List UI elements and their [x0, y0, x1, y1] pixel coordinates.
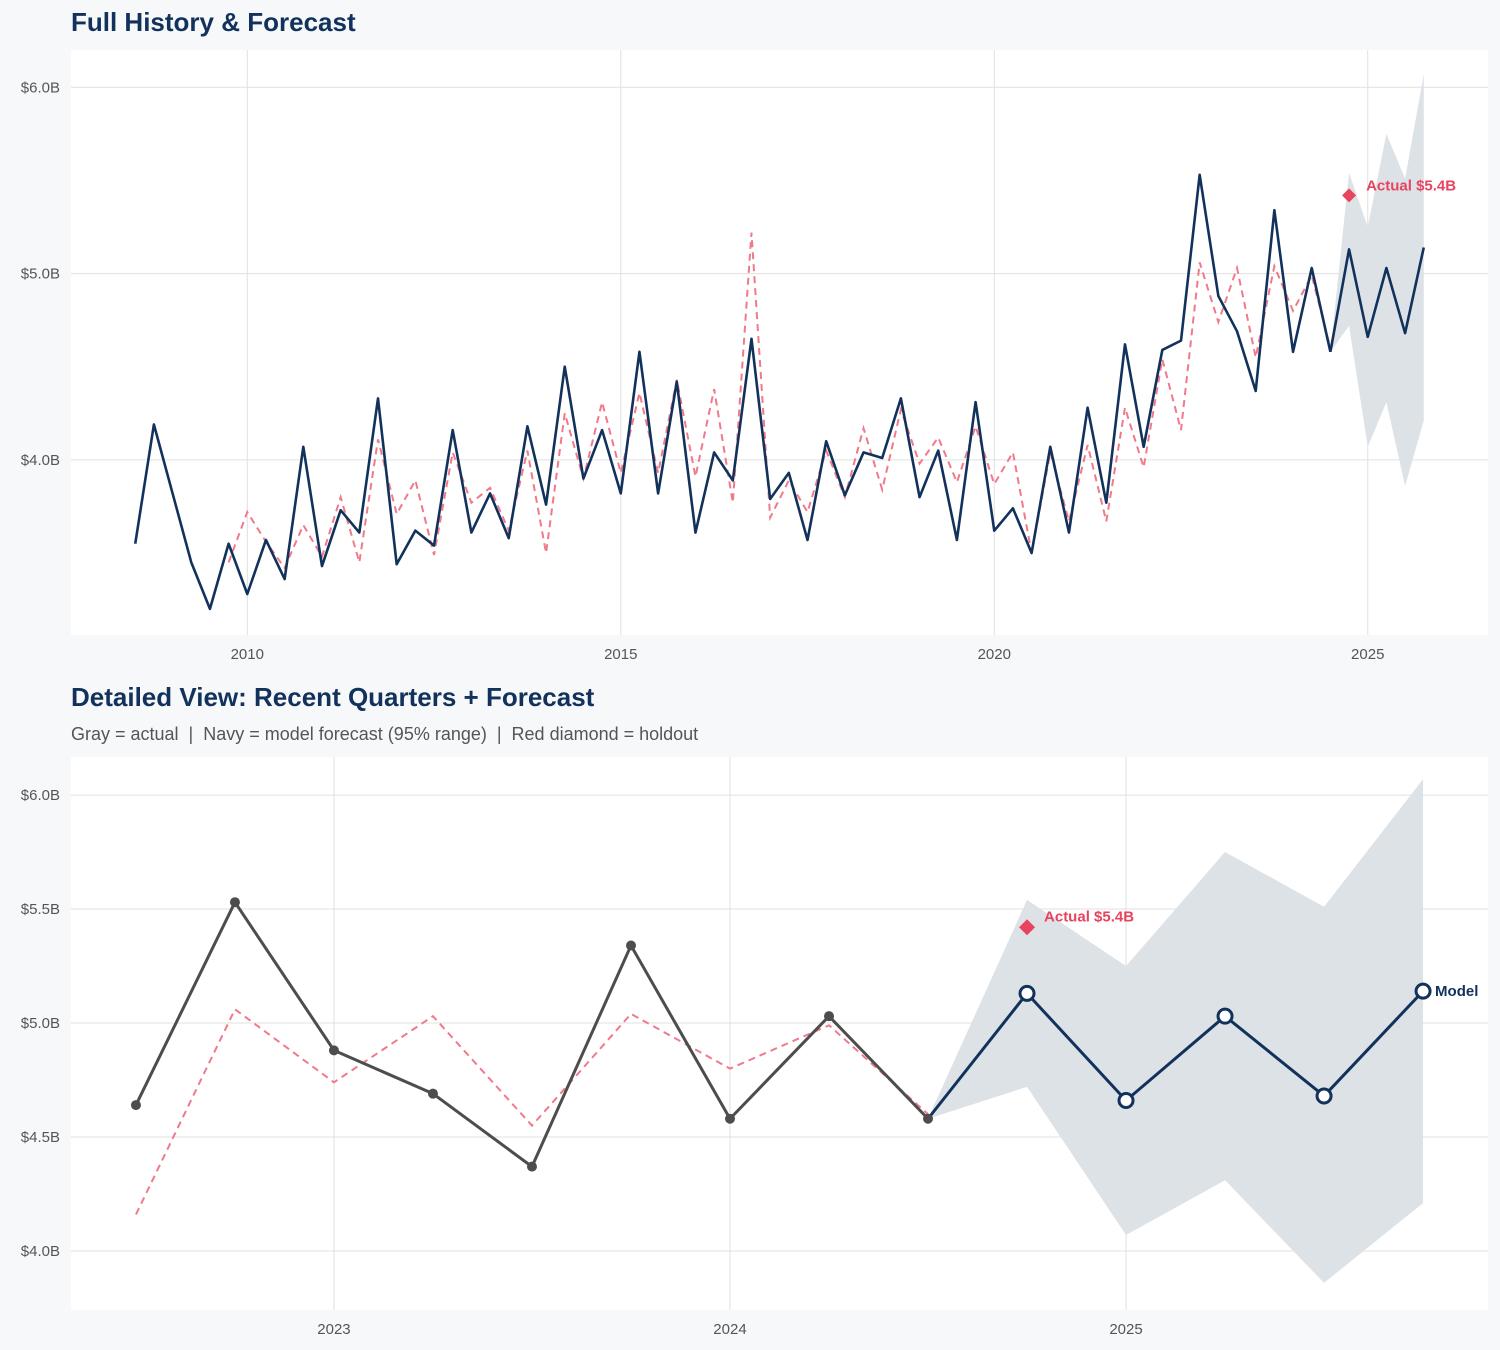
x-tick-label: 2015	[604, 646, 637, 663]
actual-point	[130, 1100, 141, 1111]
actual-point	[328, 1045, 339, 1056]
forecast-point	[1414, 982, 1432, 1000]
forecast-point	[1315, 1087, 1333, 1105]
actual-point	[824, 1011, 835, 1022]
chart-title-full-history: Full History & Forecast	[71, 7, 356, 37]
x-tick-label: 2020	[978, 646, 1011, 663]
y-tick-label: $4.5B	[21, 1129, 60, 1146]
actual-point	[625, 940, 636, 951]
y-tick-label: $5.5B	[21, 901, 60, 918]
y-tick-label: $6.0B	[21, 787, 60, 804]
x-tick-label: 2025	[1109, 1321, 1142, 1338]
y-tick-label: $6.0B	[21, 79, 60, 96]
holdout-diamond-marker	[1342, 188, 1357, 203]
actual-point	[724, 1113, 735, 1124]
y-tick-label: $5.0B	[21, 1015, 60, 1032]
chart-subtitle-detailed-view: Gray = actual | Navy = model forecast (9…	[71, 724, 698, 744]
x-tick-label: 2024	[713, 1321, 746, 1338]
x-tick-label: 2023	[317, 1321, 350, 1338]
y-tick-label: $4.0B	[21, 1243, 60, 1260]
holdout-diamond-marker	[1019, 919, 1036, 936]
y-tick-label: $4.0B	[21, 452, 60, 469]
x-tick-label: 2025	[1351, 646, 1384, 663]
fitted-line	[227, 232, 1332, 570]
actual-point	[526, 1161, 537, 1172]
x-tick-label: 2010	[231, 646, 264, 663]
actual-point	[229, 897, 240, 908]
forecast-confidence-band	[928, 779, 1424, 1283]
actual-point	[923, 1113, 934, 1124]
forecast-line	[926, 990, 1425, 1120]
chart-title-detailed-view: Detailed View: Recent Quarters + Forecas…	[71, 682, 595, 712]
holdout-annotation: Actual $5.4B	[1366, 177, 1456, 194]
detailed-view-chart: 2023 2024 2025 $4.0B $4.5B $5.0B $5.5B $6.0B Mod…	[21, 757, 1488, 1338]
actual-line	[133, 173, 1332, 611]
forecast-point	[1117, 1092, 1135, 1110]
forecast-confidence-band	[1330, 74, 1424, 486]
plot-area	[71, 50, 1488, 635]
actual-point	[427, 1088, 438, 1099]
full-history-chart: 2010 2015 2020 2025 $4.0B $5.0B $6.0B Actual $5…	[21, 50, 1488, 663]
fitted-line	[135, 1007, 929, 1215]
y-tick-label: $5.0B	[21, 266, 60, 283]
holdout-annotation: Actual $5.4B	[1044, 908, 1134, 925]
model-end-label: Model	[1435, 983, 1478, 1000]
forecast-point	[1216, 1007, 1234, 1025]
forecast-point	[1018, 984, 1036, 1002]
forecast-line	[1329, 247, 1426, 353]
